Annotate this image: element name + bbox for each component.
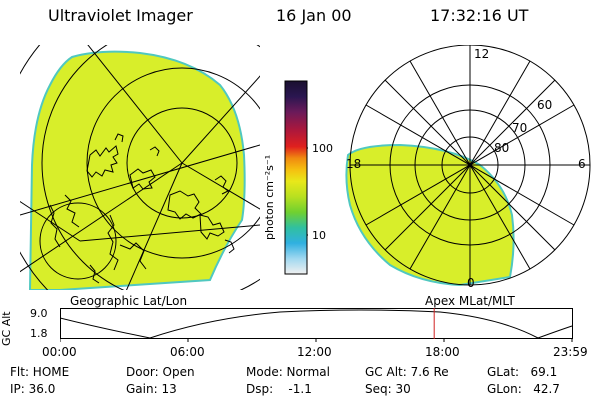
mlat-label-70: 70: [512, 121, 528, 135]
mlt-label-0: 0: [467, 276, 475, 290]
altitude-xtick-2359: 23:59: [553, 345, 588, 359]
altitude-xtick-0600: 06:00: [170, 345, 205, 359]
geographic-map: [20, 45, 260, 290]
status-flt: Flt: HOME: [10, 365, 70, 379]
altitude-ylabel: GC Alt: [0, 311, 13, 346]
colorbar-unit-label: photon cm⁻²s⁻¹: [263, 154, 276, 240]
status-dsp: Dsp: -1.1: [246, 382, 312, 396]
mlt-label-12: 12: [474, 47, 490, 61]
status-gain: Gain: 13: [126, 382, 177, 396]
status-glat: GLat: 69.1: [487, 365, 558, 379]
auroral-image-left: [28, 50, 246, 290]
instrument-title: Ultraviolet Imager: [48, 6, 193, 25]
altitude-xtick-0000: 00:00: [42, 345, 77, 359]
status-ip: IP: 36.0: [10, 382, 56, 396]
status-gcalt: GC Alt: 7.6 Re: [365, 365, 449, 379]
altitude-xtick-1200: 12:00: [297, 345, 332, 359]
colorbar-tick-100: 100: [312, 142, 333, 155]
status-door: Door: Open: [126, 365, 195, 379]
altitude-ytick-1-8: 1.8: [30, 327, 48, 340]
status-glon: GLon: 42.7: [487, 382, 560, 396]
altitude-ytick-9: 9.0: [30, 307, 48, 320]
status-mode: Mode: Normal: [246, 365, 330, 379]
time-label: 17:32:16 UT: [430, 6, 529, 25]
altitude-xtick-1800: 18:00: [425, 345, 460, 359]
status-seq: Seq: 30: [365, 382, 411, 396]
altitude-plot: [60, 308, 573, 342]
colorbar-tick-10: 10: [312, 229, 326, 242]
date-label: 16 Jan 00: [276, 6, 352, 25]
polar-plot: [345, 45, 591, 287]
colorbar: [284, 80, 308, 275]
altitude-curve: [60, 309, 573, 339]
left-panel-caption: Geographic Lat/Lon: [70, 294, 188, 308]
mlt-label-6: 6: [578, 157, 586, 171]
mlt-label-18: 18: [346, 157, 362, 171]
right-panel-caption: Apex MLat/MLT: [425, 294, 515, 308]
auroral-image-right: [345, 143, 515, 287]
mlat-label-60: 60: [537, 98, 553, 112]
mlat-label-80: 80: [494, 141, 510, 155]
